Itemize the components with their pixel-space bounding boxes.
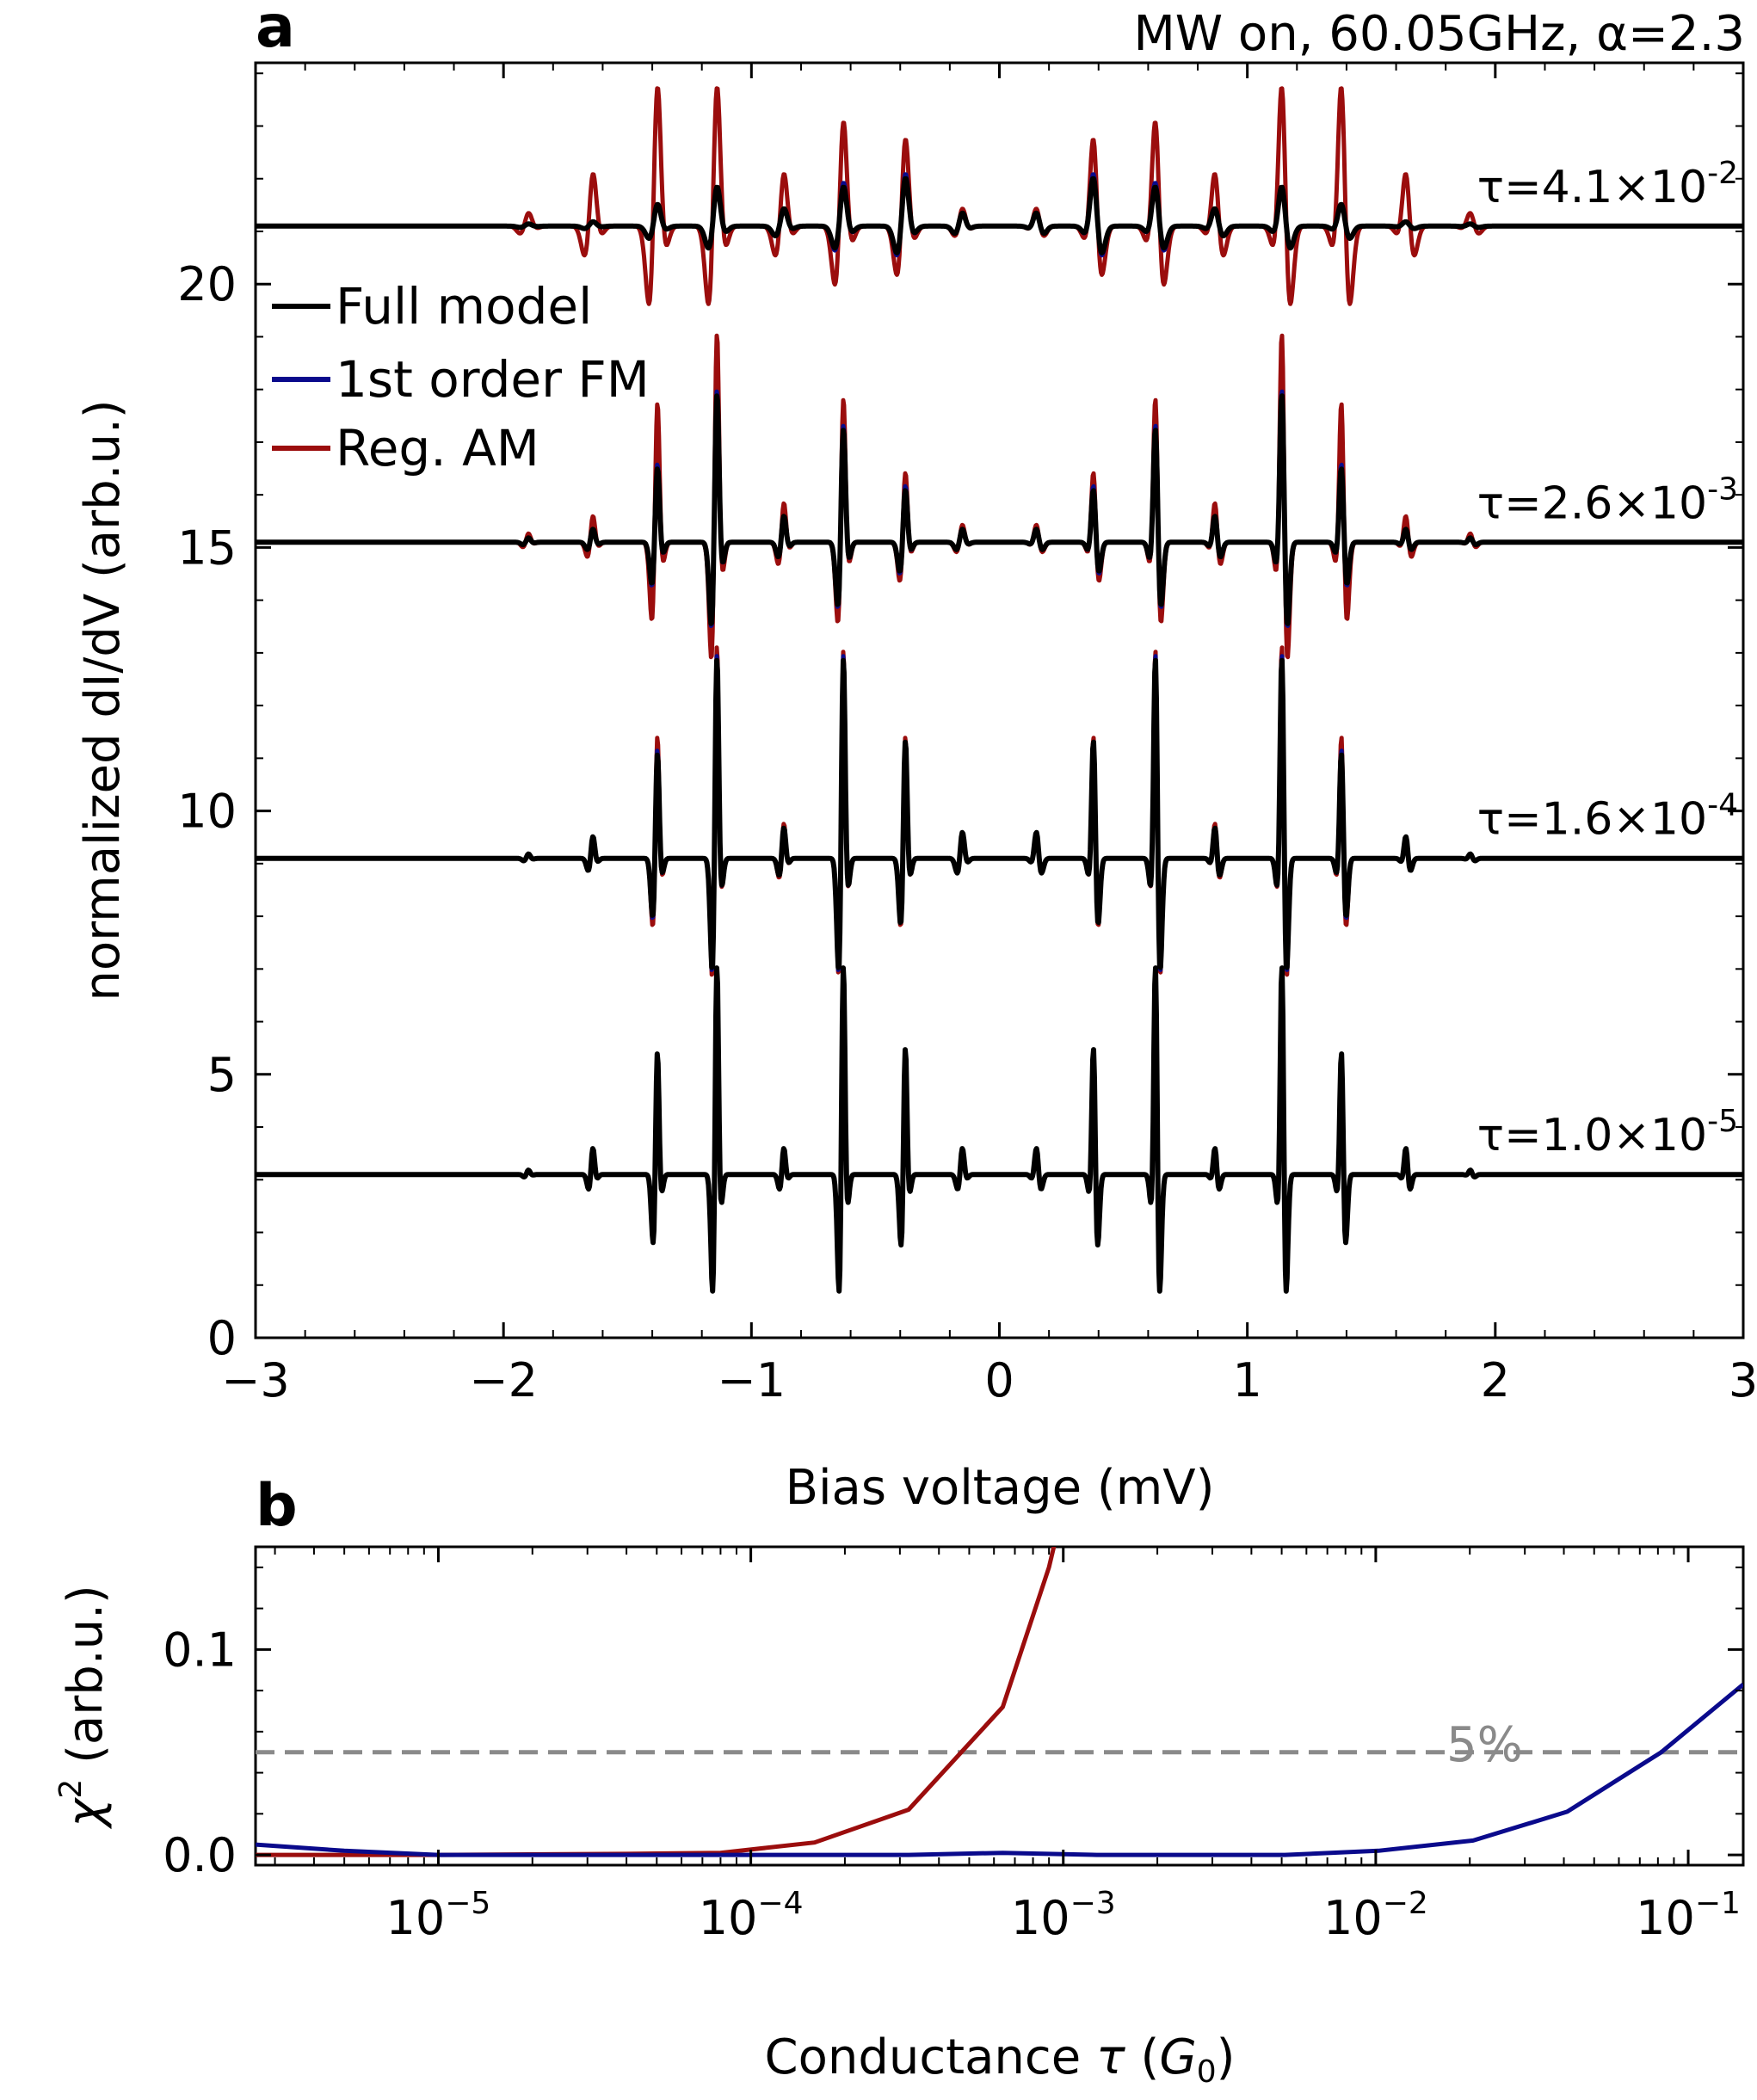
- panel-b-ticks: 10−5 10−4 10−3 10−2 10−1 0.0 0.1: [163, 1547, 1743, 1945]
- x-tick-label: −2: [469, 1353, 538, 1407]
- panel-a-trace-labels: τ=4.1×10-2 τ=2.6×10-3 τ=1.6×10-4 τ=1.0×10-5: [1477, 156, 1738, 1161]
- panel-b: b 10−5 10−4 10−3 10−2 10−1 0.0 0.1 5% Conducta…: [53, 1472, 1745, 2090]
- reference-line-label: 5%: [1446, 1717, 1523, 1773]
- trace-label-1: τ=4.1×10-2: [1477, 156, 1738, 213]
- series-full-model-trace-3: [256, 657, 1743, 970]
- series-full-model-trace-4: [256, 965, 1743, 1294]
- legend-entry-first-order-fm: 1st order FM: [272, 350, 650, 409]
- y-tick-label: 20: [177, 257, 237, 311]
- panel-a: a MW on, 60.05GHz, α=2.3 −3 −2 −1 0 1 2 3 0 5 10 1…: [75, 0, 1757, 1516]
- panel-b-y-axis-label: χ2 (arb.u.): [53, 1585, 114, 1830]
- legend-label-full-model: Full model: [336, 277, 592, 336]
- series-full-model-trace-1: [256, 176, 1743, 256]
- panel-b-plot-area: [256, 1547, 1743, 1857]
- x-tick-label: 10−1: [1636, 1886, 1741, 1945]
- panel-a-title: MW on, 60.05GHz, α=2.3: [1133, 6, 1745, 62]
- x-tick-label: −1: [718, 1353, 786, 1407]
- x-tick-label: 1: [1232, 1353, 1261, 1407]
- legend-entry-full-model: Full model: [272, 277, 592, 336]
- panel-a-y-axis-label: normalized dI/dV (arb.u.): [75, 399, 131, 1001]
- trace-label-4: τ=1.0×10-5: [1477, 1104, 1738, 1161]
- x-tick-label: 10−5: [386, 1886, 491, 1945]
- y-tick-label: 5: [207, 1048, 237, 1102]
- trace-label-3: τ=1.6×10-4: [1477, 788, 1738, 846]
- series-full-model-trace-2: [256, 393, 1743, 626]
- y-tick-label: 0.0: [163, 1828, 237, 1882]
- legend: Full model 1st order FM Reg. AM: [272, 277, 650, 477]
- panel-b-frame: [254, 1545, 1745, 1867]
- panel-a-plot-area: [256, 86, 1743, 1294]
- y-tick-label: 15: [177, 520, 237, 575]
- panel-a-x-axis-label: Bias voltage (mV): [786, 1460, 1215, 1516]
- panel-b-letter: b: [256, 1472, 298, 1540]
- x-tick-label: −3: [221, 1353, 290, 1407]
- legend-entry-reg-am: Reg. AM: [272, 419, 539, 477]
- panel-a-letter: a: [256, 0, 295, 61]
- y-tick-label: 0: [207, 1311, 237, 1365]
- series-first-order-fm-chi2: [256, 1682, 1743, 1857]
- x-tick-label: 3: [1729, 1353, 1757, 1407]
- panel-a-ticks: −3 −2 −1 0 1 2 3 0 5 10 15 20: [177, 63, 1757, 1407]
- legend-label-first-order-fm: 1st order FM: [336, 350, 650, 409]
- y-tick-label: 0.1: [163, 1623, 237, 1677]
- y-tick-label: 10: [177, 785, 237, 839]
- x-tick-label: 10−2: [1323, 1886, 1428, 1945]
- trace-label-2: τ=2.6×10-3: [1477, 471, 1738, 529]
- x-tick-label: 0: [984, 1353, 1014, 1407]
- x-tick-label: 10−4: [699, 1886, 804, 1945]
- x-tick-label: 2: [1481, 1353, 1510, 1407]
- legend-label-reg-am: Reg. AM: [336, 419, 539, 477]
- panel-b-x-axis-label: Conductance τ (G0): [764, 2029, 1235, 2090]
- x-tick-label: 10−3: [1011, 1886, 1116, 1945]
